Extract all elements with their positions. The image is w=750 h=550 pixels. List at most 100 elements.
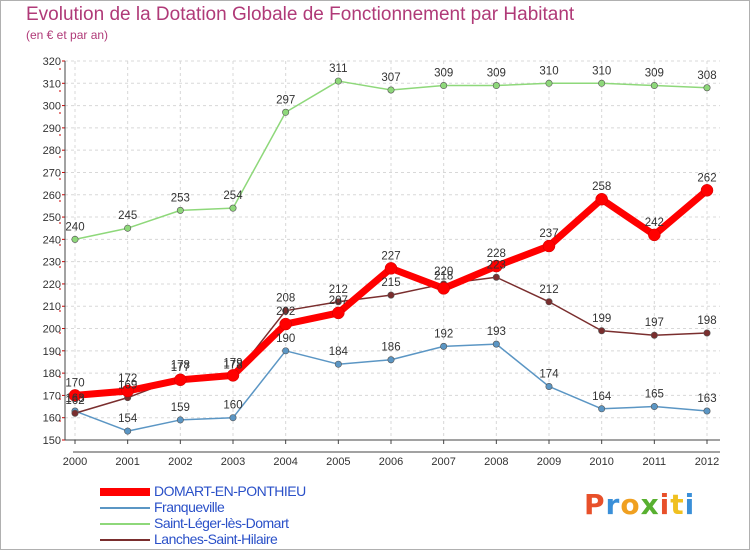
y-tick-label: 160 [43, 413, 61, 425]
legend-label: DOMART-EN-PONTHIEU [154, 483, 306, 499]
x-tick-label: 2011 [643, 456, 667, 468]
data-label: 177 [171, 362, 190, 374]
data-label: 212 [539, 284, 558, 296]
data-label: 197 [645, 317, 664, 329]
legend-swatch [100, 507, 150, 509]
series-point-2 [176, 206, 184, 214]
y-tick-label: 240 [43, 234, 61, 246]
x-tick-label: 2006 [379, 456, 403, 468]
legend-label: Franqueville [154, 499, 225, 515]
series-point-1 [440, 342, 448, 350]
brand-logo: Proxiti [584, 488, 695, 521]
series-point-2 [650, 82, 658, 90]
data-label: 162 [65, 395, 84, 407]
series-point-3 [545, 298, 553, 306]
data-label: 207 [329, 295, 348, 307]
y-tick-label: 170 [43, 390, 61, 402]
series-point-3 [387, 291, 395, 299]
series-point-1 [545, 382, 553, 390]
series-point-3 [282, 307, 290, 315]
data-label: 310 [592, 65, 611, 77]
series-point-3 [598, 327, 606, 335]
series-point-3 [334, 298, 342, 306]
series-point-0 [384, 262, 398, 275]
data-label: 163 [697, 393, 716, 405]
data-label: 245 [118, 210, 137, 222]
data-label: 228 [487, 248, 506, 260]
data-label: 160 [223, 400, 242, 412]
series-point-0 [226, 369, 240, 382]
series-point-1 [492, 340, 500, 348]
data-label: 223 [487, 259, 506, 271]
series-point-2 [440, 82, 448, 90]
x-tick-label: 2009 [537, 456, 561, 468]
legend-label: Lanches-Saint-Hilaire [154, 531, 278, 547]
data-label: 154 [118, 413, 138, 425]
series-point-1 [387, 356, 395, 364]
data-label: 186 [381, 342, 400, 354]
x-tick-label: 2007 [431, 456, 455, 468]
series-point-1 [598, 405, 606, 413]
data-label: 178 [171, 360, 190, 372]
series-point-0 [174, 373, 187, 387]
series-point-2 [229, 204, 237, 212]
data-label: 309 [645, 68, 664, 80]
brand-letter: r [605, 488, 621, 521]
data-label: 307 [381, 72, 400, 84]
brand-letter: x [640, 488, 660, 521]
legend-swatch [100, 488, 150, 496]
series-point-0 [68, 389, 82, 402]
data-label: 220 [434, 266, 453, 278]
series-point-3 [492, 273, 500, 281]
data-label: 218 [434, 270, 453, 282]
y-tick-label: 200 [43, 324, 61, 336]
y-tick-label: 310 [43, 78, 61, 90]
y-tick-label: 220 [43, 279, 61, 291]
axes [59, 60, 720, 453]
series-point-1 [124, 427, 132, 435]
series-point-0 [121, 384, 134, 398]
data-label: 193 [487, 326, 506, 338]
legend-swatch [100, 523, 150, 525]
series-point-0 [648, 228, 661, 242]
series-point-2 [124, 224, 132, 232]
y-tick-labels: 150 160 170 180 190 200 210 220 230 240 250 260 270 2… [43, 56, 61, 447]
y-tick-label: 210 [43, 301, 61, 313]
x-tick-label: 2010 [589, 456, 613, 468]
line-chart: 150 160 170 180 190 200 210 220 230 240 250 260 270 2… [43, 56, 720, 468]
x-tick-label: 2000 [63, 456, 87, 468]
data-labels: 240 245 253 254 297 311 307 309 309 310 310 309 308 1… [65, 63, 716, 425]
series-point-2 [545, 79, 553, 87]
x-tick-label: 2008 [484, 456, 508, 468]
y-tick-label: 260 [43, 190, 61, 202]
data-label: 169 [118, 380, 137, 392]
data-label: 308 [697, 70, 716, 82]
y-tick-label: 180 [43, 368, 61, 380]
data-label: 172 [118, 373, 137, 385]
y-tick-label: 250 [43, 212, 61, 224]
data-label: 190 [276, 333, 295, 345]
series-point-2 [387, 86, 395, 94]
y-tick-label: 320 [43, 56, 61, 68]
y-tick-label: 190 [43, 346, 61, 358]
data-label: 163 [65, 393, 84, 405]
data-label: 258 [592, 181, 611, 193]
data-label: 309 [487, 68, 506, 80]
data-label: 174 [539, 368, 559, 380]
x-tick-label: 2005 [326, 456, 350, 468]
data-label: 159 [171, 402, 190, 414]
data-label: 199 [592, 313, 611, 325]
y-tick-label: 150 [43, 435, 61, 447]
series-point-3 [71, 409, 79, 417]
data-label: 215 [381, 277, 400, 289]
series-point-2 [598, 79, 606, 87]
data-label: 179 [223, 357, 242, 369]
y-tick-label: 280 [43, 145, 61, 157]
series-point-2 [282, 108, 290, 116]
x-tick-label: 2003 [221, 456, 245, 468]
brand-letter: t [670, 488, 685, 521]
series-point-2 [334, 77, 342, 85]
series-point-0 [437, 282, 450, 295]
y-tick-label: 290 [43, 123, 61, 135]
